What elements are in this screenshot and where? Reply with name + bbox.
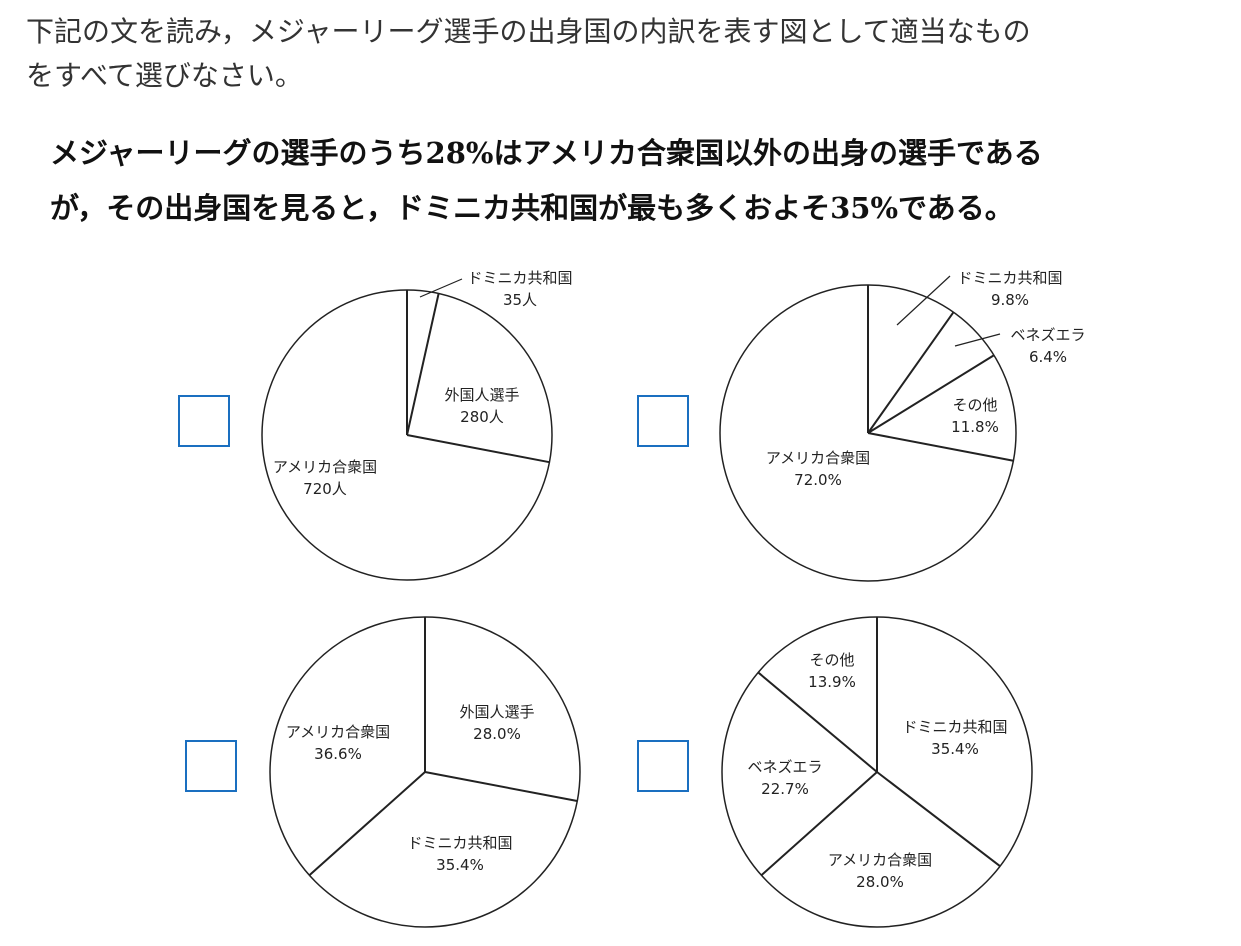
pie-slice-boundary — [867, 432, 1014, 462]
pie-slice-boundary — [757, 671, 878, 773]
pie-slice-boundary — [308, 771, 426, 876]
checkbox-chart-2[interactable] — [637, 395, 689, 447]
checkbox-chart-1[interactable] — [178, 395, 230, 447]
slice-label: ドミニカ共和国 35.4% — [407, 834, 513, 874]
pie-slice-boundary — [406, 434, 550, 464]
slice-label: 外国人選手 280人 — [444, 386, 520, 426]
statement-line-1: メジャーリーグの選手のうち28%はアメリカ合衆国以外の出身の選手である — [50, 136, 1043, 170]
slice-label: ベネズエラ 22.7% — [747, 758, 823, 798]
question-line-1: 下記の文を読み，メジャーリーグ選手の出身国の内訳を表す図として適当なもの — [26, 15, 1031, 48]
slice-label: アメリカ合衆国 36.6% — [285, 723, 391, 763]
leader-line — [419, 278, 463, 298]
checkbox-chart-4[interactable] — [637, 740, 689, 792]
pie-slice-boundary — [867, 354, 995, 434]
slice-label: ドミニカ共和国 35人 — [467, 269, 573, 309]
checkbox-chart-3[interactable] — [185, 740, 237, 792]
pie-slice-boundary — [876, 771, 1001, 868]
pie-slice-boundary — [760, 771, 878, 876]
slice-label: ベネズエラ 6.4% — [1010, 326, 1086, 366]
slice-label: アメリカ合衆国 720人 — [272, 458, 378, 498]
leader-line — [896, 275, 951, 326]
pie-slice-boundary — [424, 771, 578, 803]
statement-line-2: が，その出身国を見ると，ドミニカ共和国が最も多くおよそ35%である。 — [50, 191, 1014, 225]
slice-label: 外国人選手 28.0% — [459, 703, 535, 743]
leader-line — [954, 333, 1001, 347]
slice-label: アメリカ合衆国 28.0% — [827, 851, 933, 891]
slice-label: その他 11.8% — [951, 396, 999, 436]
pie-slice-boundary — [867, 311, 955, 434]
question-line-2: をすべて選びなさい。 — [26, 59, 303, 92]
slice-label: ドミニカ共和国 35.4% — [902, 718, 1008, 758]
slice-label: その他 13.9% — [808, 651, 856, 691]
slice-label: ドミニカ共和国 9.8% — [957, 269, 1063, 309]
slice-label: アメリカ合衆国 72.0% — [765, 449, 871, 489]
pie-slice-boundary — [406, 293, 440, 436]
